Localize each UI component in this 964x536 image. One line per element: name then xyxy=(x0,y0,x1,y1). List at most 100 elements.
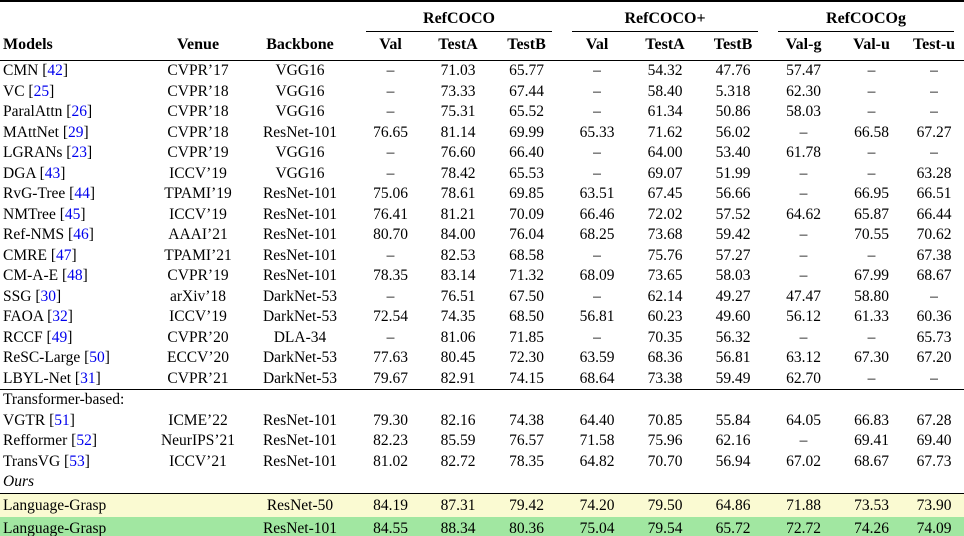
score-cell: – xyxy=(386,62,395,79)
score-cell: 62.30 xyxy=(786,82,821,100)
score-cell: – xyxy=(867,246,876,264)
score-cell: 58.03 xyxy=(715,267,751,284)
citation-link[interactable]: 50 xyxy=(89,349,105,366)
score-cell: 65.53 xyxy=(509,164,544,182)
score-cell: 65.77 xyxy=(509,62,544,79)
score-cell: – xyxy=(867,103,876,120)
score-cell: – xyxy=(386,328,395,346)
score-cell: 75.96 xyxy=(647,432,683,449)
model-cell: FAOA [32] xyxy=(3,308,73,325)
score-cell: 57.52 xyxy=(715,205,751,223)
group-label-refcoco-plus: RefCOCO+ xyxy=(572,9,759,32)
score-cell: 73.90 xyxy=(904,492,964,517)
citation-link[interactable]: 30 xyxy=(40,287,56,305)
score-cell: – xyxy=(930,287,938,305)
citation-link[interactable]: 26 xyxy=(71,103,87,120)
section-label: Ours xyxy=(3,473,35,490)
section-row: Ours xyxy=(0,472,964,493)
table-row: ReSC-Large [50] ECCV’20 DarkNet-53 77.63 80.… xyxy=(0,348,964,369)
score-cell: 69.07 xyxy=(647,164,683,182)
score-cell: – xyxy=(799,226,808,243)
score-cell: – xyxy=(799,328,808,346)
table-row: LGRANs [23] CVPR’19 VGG16 – 76.60 66.40 – 64.00… xyxy=(0,143,964,164)
citation-link[interactable]: 43 xyxy=(44,164,61,182)
score-cell: 84.55 xyxy=(373,519,408,536)
citation-link[interactable]: 46 xyxy=(73,226,89,243)
section-label: Transformer-based: xyxy=(0,389,964,411)
score-cell: – xyxy=(593,164,601,182)
table-row: DGA [43] ICCV’19 VGG16 – 78.42 65.53 – 69.07 51.… xyxy=(0,164,964,185)
citation-link[interactable]: 23 xyxy=(71,144,87,161)
model-cell: ParalAttn [26] xyxy=(3,103,93,120)
citation-link[interactable]: 48 xyxy=(67,267,83,284)
citation-link[interactable]: 42 xyxy=(47,62,63,79)
backbone-cell: ResNet-50 xyxy=(244,492,356,517)
table-row: Language-Grasp ResNet-101 84.55 88.34 80.36 7… xyxy=(0,516,964,536)
score-cell: 66.58 xyxy=(854,123,889,141)
model-cell: RvG-Tree [44] xyxy=(3,185,96,202)
venue-cell: CVPR’21 xyxy=(167,369,229,387)
model-cell: CMRE [47] xyxy=(3,246,77,264)
citation-link[interactable]: 52 xyxy=(76,432,92,449)
model-name: TransVG xyxy=(3,452,61,470)
score-cell: 82.91 xyxy=(440,369,476,387)
citation-link[interactable]: 53 xyxy=(69,452,85,470)
citation-link[interactable]: 25 xyxy=(33,82,50,100)
score-cell: 75.76 xyxy=(647,246,683,264)
score-cell: 68.64 xyxy=(579,369,615,387)
score-cell: 74.26 xyxy=(854,519,889,536)
citation-link[interactable]: 29 xyxy=(68,123,84,141)
score-cell: 56.66 xyxy=(715,185,751,202)
backbone-cell: DLA-34 xyxy=(273,328,327,346)
score-cell: 53.40 xyxy=(715,144,751,161)
col-header-models: Models xyxy=(0,32,152,61)
score-cell: 79.50 xyxy=(632,492,699,517)
venue-cell: CVPR’18 xyxy=(167,82,229,100)
score-cell: 82.72 xyxy=(440,452,476,470)
venue-cell: CVPR’18 xyxy=(167,103,229,120)
backbone-cell: ResNet-101 xyxy=(262,205,338,223)
score-cell: 65.72 xyxy=(715,519,751,536)
score-cell: 76.41 xyxy=(373,205,408,223)
backbone-cell: ResNet-101 xyxy=(262,267,338,284)
table-row: VC [25] CVPR’18 VGG16 – 73.33 67.44 – 58.40 5.31… xyxy=(0,82,964,103)
score-cell: 61.78 xyxy=(786,144,821,161)
score-cell: – xyxy=(867,82,876,100)
citation-link[interactable]: 31 xyxy=(80,369,96,387)
model-name: NMTree xyxy=(3,205,56,223)
col-header-backbone: Backbone xyxy=(244,32,356,61)
venue-cell: NeurIPS’21 xyxy=(160,432,236,449)
citation-link[interactable]: 49 xyxy=(51,328,68,346)
score-cell: 62.16 xyxy=(715,432,751,449)
score-cell: 57.47 xyxy=(786,62,821,79)
venue-cell: ICME’22 xyxy=(168,411,228,429)
score-cell: 61.34 xyxy=(647,103,683,120)
group-header-spacer xyxy=(0,1,356,32)
score-cell: 80.70 xyxy=(373,226,408,243)
score-cell: 67.20 xyxy=(916,349,952,366)
score-cell: 74.20 xyxy=(562,492,633,517)
score-cell: – xyxy=(799,185,808,202)
score-cell: – xyxy=(593,103,601,120)
score-cell: 75.04 xyxy=(579,519,615,536)
score-cell: 54.32 xyxy=(647,62,683,79)
score-cell: 69.99 xyxy=(509,123,544,141)
model-name: Refformer xyxy=(3,432,68,449)
citation-link[interactable]: 47 xyxy=(55,246,72,264)
citation-link[interactable]: 45 xyxy=(64,205,81,223)
score-cell: 79.67 xyxy=(373,369,408,387)
score-cell: – xyxy=(593,246,601,264)
score-cell: 71.03 xyxy=(440,62,476,79)
model-name: FAOA xyxy=(3,308,44,325)
model-cell: DGA [43] xyxy=(3,164,66,182)
score-cell: 78.61 xyxy=(440,185,476,202)
score-cell: 56.81 xyxy=(715,349,751,366)
citation-link[interactable]: 32 xyxy=(52,308,68,325)
score-cell: 66.51 xyxy=(916,185,952,202)
citation-link[interactable]: 51 xyxy=(54,411,70,429)
score-cell: – xyxy=(867,164,876,182)
citation-link[interactable]: 44 xyxy=(74,185,90,202)
model-cell: LGRANs [23] xyxy=(3,144,93,161)
score-cell: – xyxy=(867,369,876,387)
score-cell: 66.95 xyxy=(854,185,889,202)
